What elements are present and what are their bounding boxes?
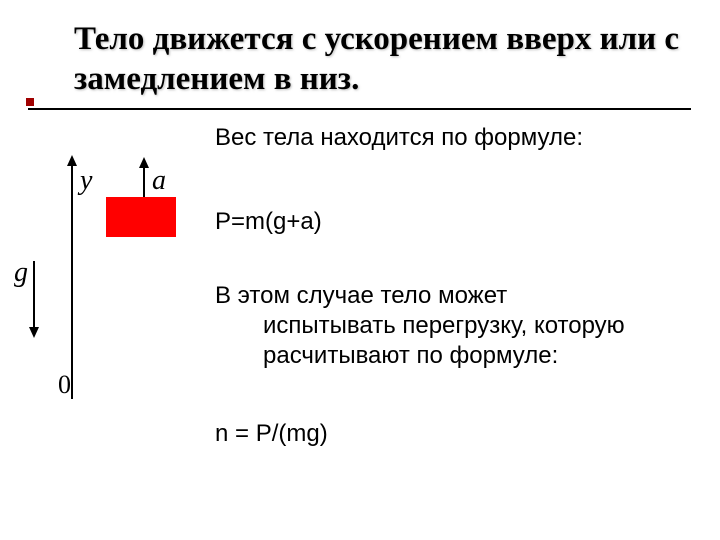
title-underline [28, 108, 691, 110]
y-axis-arrowhead [67, 155, 77, 166]
y-axis-line [71, 163, 73, 399]
explanation-line1: В этом случае тело может [215, 282, 507, 310]
g-vector-label: g [14, 257, 28, 289]
g-vector-arrowhead [29, 327, 39, 338]
intro-text: Вес тела находится по формуле: [215, 124, 583, 152]
y-axis-label: y [80, 165, 92, 197]
title-bullet [26, 98, 34, 106]
formula-weight: Р=m(g+a) [215, 208, 322, 236]
g-vector-line [33, 261, 35, 329]
slide-container: Тело движется с ускорением вверх или с з… [0, 0, 720, 540]
origin-label: 0 [58, 370, 71, 400]
body-rect [106, 197, 176, 237]
explanation-line2: испытывать перегрузку, которую [263, 312, 625, 340]
slide-title: Тело движется с ускорением вверх или с з… [74, 20, 690, 99]
physics-diagram: y a g 0 [20, 155, 205, 415]
explanation-line3: расчитывают по формуле: [263, 342, 558, 370]
a-vector-arrowhead [139, 157, 149, 168]
formula-overload: n = P/(mg) [215, 420, 328, 448]
a-vector-label: a [152, 165, 166, 197]
